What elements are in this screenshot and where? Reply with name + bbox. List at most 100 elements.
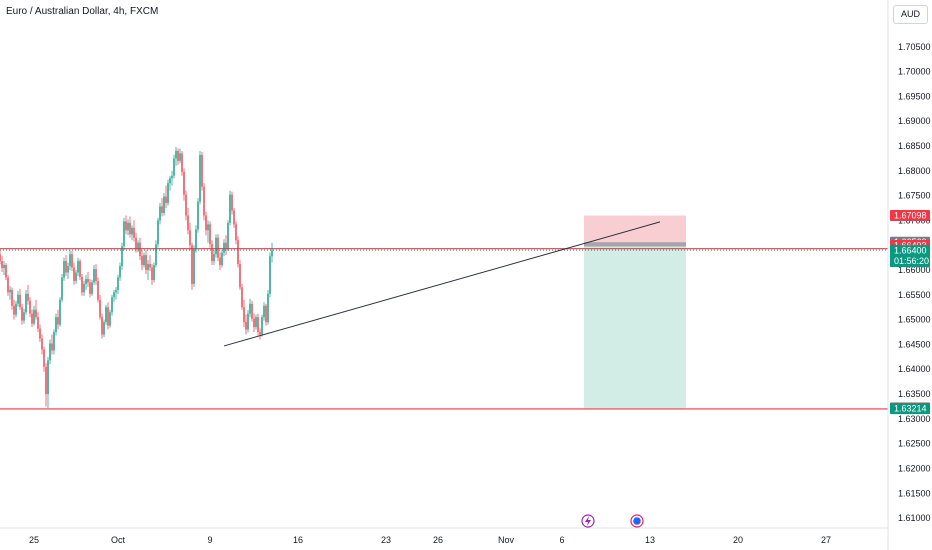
candle-body (227, 222, 229, 250)
candle-body (69, 254, 71, 267)
price-tick-label: 1.62500 (898, 439, 931, 449)
candle-body (219, 257, 221, 266)
price-tick-label: 1.70500 (898, 42, 931, 52)
price-tick-label: 1.61000 (898, 513, 931, 523)
candle-body (39, 328, 41, 339)
candle-body (25, 293, 27, 313)
candle-body (157, 220, 159, 245)
candle-body (169, 178, 171, 184)
candle-body (107, 307, 109, 326)
candle-body (71, 254, 73, 268)
time-tick-label: Nov (498, 535, 515, 545)
candle-body (73, 267, 75, 281)
countdown-label: 01:56:20 (894, 256, 929, 266)
candle-body (103, 322, 105, 335)
candle-body (119, 266, 121, 278)
candle-body (195, 229, 197, 250)
candle-body (159, 206, 161, 221)
candle-body (189, 230, 191, 246)
candle-body (153, 265, 155, 280)
candle-body (61, 277, 63, 300)
candle-body (255, 317, 257, 328)
candle-body (83, 283, 85, 293)
candle-body (183, 171, 185, 195)
candle-body (109, 312, 111, 326)
candle-body (43, 349, 45, 367)
time-tick-label: 26 (433, 535, 443, 545)
candle-body (77, 261, 79, 273)
candle-body (87, 278, 89, 283)
candle-body (165, 196, 167, 204)
candle-body (65, 261, 67, 273)
candle-body (29, 300, 31, 314)
price-tick-label: 1.64000 (898, 364, 931, 374)
entry-band (584, 242, 686, 247)
price-tags: 1.670981.665601.664931.6640001:56:201.63… (890, 210, 930, 415)
price-tag-last (890, 245, 930, 268)
time-tick-label: 9 (207, 535, 212, 545)
candle-body (251, 303, 253, 319)
candle-body (97, 280, 99, 300)
candle-body (127, 222, 129, 231)
candle-body (7, 277, 9, 293)
candle-body (187, 215, 189, 231)
candle-body (23, 312, 25, 321)
currency-button[interactable]: AUD (893, 5, 928, 24)
candle-body (131, 227, 133, 235)
candle-body (149, 264, 151, 268)
candle-body (31, 313, 33, 324)
candle-body (53, 332, 55, 351)
candle-body (19, 294, 21, 308)
position-zones (584, 215, 686, 409)
candle-body (181, 153, 183, 172)
candle-body (271, 250, 273, 257)
candle-body (185, 194, 187, 216)
price-tick-label: 1.63500 (898, 389, 931, 399)
candle-body (91, 282, 93, 294)
price-tick-label: 1.69000 (898, 116, 931, 126)
candle-body (63, 261, 65, 278)
candle-body (81, 276, 83, 293)
price-tick-label: 1.68000 (898, 166, 931, 176)
candle-body (161, 206, 163, 213)
time-axis[interactable]: 25 Oct 9 16 23 26 Nov 6 13 20 27 (29, 535, 831, 545)
price-tick-label: 1.70000 (898, 67, 931, 77)
candle-body (243, 307, 245, 323)
event-markers[interactable] (581, 514, 644, 528)
candle-body (27, 293, 29, 301)
candle-body (257, 317, 259, 333)
candle-body (171, 175, 173, 179)
chart-title: Euro / Australian Dollar, 4h, FXCM (6, 6, 159, 17)
candle-body (79, 261, 81, 277)
candle-body (141, 256, 143, 266)
candlestick-series (0, 146, 273, 408)
candle-body (237, 240, 239, 265)
candle-body (179, 153, 181, 161)
time-tick-label: 27 (821, 535, 831, 545)
candle-body (151, 267, 153, 280)
time-tick-label: 6 (559, 535, 564, 545)
time-tick-label: 23 (381, 535, 391, 545)
price-tag-label: 1.67098 (894, 211, 927, 221)
candle-body (261, 317, 263, 335)
candle-body (49, 343, 51, 361)
candle-body (59, 299, 61, 325)
candle-body (167, 183, 169, 204)
price-tick-label: 1.66000 (898, 265, 931, 275)
candle-body (105, 307, 107, 323)
candle-body (5, 265, 7, 278)
price-tick-label: 1.67500 (898, 191, 931, 201)
trendline (223, 221, 661, 347)
candle-body (13, 305, 15, 315)
candle-body (35, 309, 37, 318)
candle-body (3, 265, 5, 269)
candle-body (207, 224, 209, 231)
candle-body (17, 294, 19, 304)
candle-body (115, 289, 117, 293)
time-tick-label: Oct (111, 535, 126, 545)
candle-body (163, 196, 165, 213)
candle-body (137, 242, 139, 250)
